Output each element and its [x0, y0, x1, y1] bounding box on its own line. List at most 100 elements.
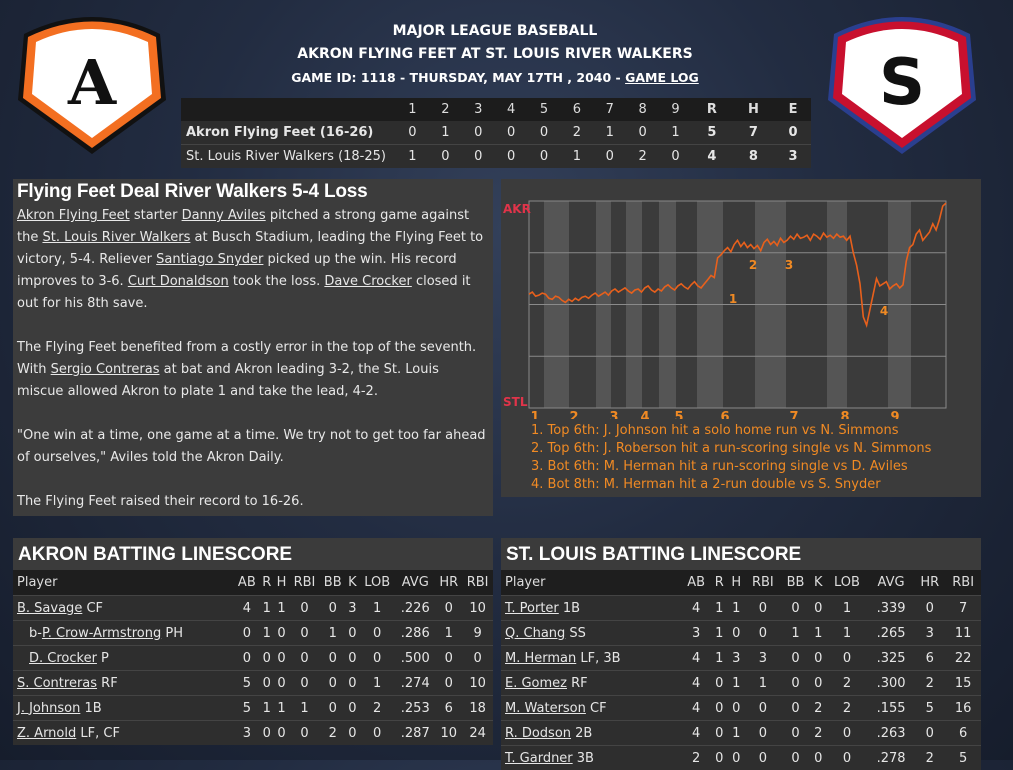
player-link[interactable]: Dave Crocker — [324, 274, 411, 289]
batting-column-header: Player — [501, 570, 681, 596]
batter-stat: 0 — [914, 596, 945, 621]
batter-stat: 0 — [745, 621, 781, 646]
batting-column-header: H — [727, 570, 745, 596]
batter-stat: 16 — [945, 696, 981, 721]
batter-position: 1B — [559, 601, 580, 616]
scoring-note: 3. Bot 6th: M. Herman hit a run-scoring … — [531, 458, 931, 476]
player-link[interactable]: Santiago Snyder — [156, 252, 263, 267]
batter-stat: 0 — [826, 646, 868, 671]
batter-stat: 1 — [781, 621, 811, 646]
away-score-cell: 7 — [732, 121, 775, 145]
player-link[interactable]: Curt Donaldson — [128, 274, 229, 289]
batter-position: P — [97, 651, 109, 666]
batter-stat: 4 — [681, 696, 711, 721]
batter-stat: .226 — [395, 596, 435, 621]
player-link[interactable]: Danny Aviles — [182, 208, 266, 223]
away-score-cell: 1 — [429, 121, 462, 145]
recap-paragraph-3: "One win at a time, one game at a time. … — [17, 425, 489, 469]
league-title: MAJOR LEAGUE BASEBALL — [270, 20, 720, 43]
batter-name-link[interactable]: P. Crow-Armstrong — [42, 626, 161, 641]
inning-tick-label: 3 — [609, 410, 618, 419]
batter-stat: 1 — [260, 596, 274, 621]
scoring-marker: 3 — [785, 258, 793, 272]
batter-name-link[interactable]: M. Herman — [505, 651, 576, 666]
batter-position: 2B — [571, 726, 592, 741]
inning-header: E — [775, 98, 811, 121]
batter-stat: 0 — [320, 596, 346, 621]
batter-stat: 0 — [781, 721, 811, 746]
batter-name-link[interactable]: D. Crocker — [29, 651, 97, 666]
game-log-link[interactable]: GAME LOG — [625, 70, 699, 85]
player-link[interactable]: St. Louis River Walkers — [42, 230, 190, 245]
inning-header: H — [732, 98, 775, 121]
batter-stat: 0 — [346, 696, 360, 721]
batter-stat: 1 — [260, 621, 274, 646]
batter-stat: 0 — [346, 671, 360, 696]
batter-position: RF — [97, 676, 118, 691]
batter-name-link[interactable]: M. Waterson — [505, 701, 586, 716]
batting-column-header: RBI — [745, 570, 781, 596]
batter-stat: 0 — [260, 671, 274, 696]
batter-name-link[interactable]: E. Gomez — [505, 676, 567, 691]
batter-stat: .286 — [395, 621, 435, 646]
batter-stat: 0 — [274, 621, 289, 646]
batter-stat: 4 — [681, 721, 711, 746]
inning-tick-label: 5 — [674, 410, 683, 419]
batter-stat: 0 — [781, 646, 811, 671]
batter-stat: 0 — [359, 721, 395, 746]
batter-name-link[interactable]: Z. Arnold — [17, 726, 76, 741]
scoring-note: 1. Top 6th: J. Johnson hit a solo home r… — [531, 422, 931, 440]
batter-stat: .278 — [868, 746, 914, 770]
recap-body: Akron Flying Feet starter Danny Aviles p… — [13, 203, 493, 537]
batter-stat: 0 — [826, 721, 868, 746]
batter-stat: 3 — [346, 596, 360, 621]
batting-column-header: HR — [435, 570, 462, 596]
batter-stat: .339 — [868, 596, 914, 621]
axis-bottom-label: STL — [503, 395, 528, 409]
scoring-marker: 4 — [880, 304, 888, 318]
batter-stat: 10 — [435, 721, 462, 746]
batter-stat: 0 — [462, 646, 493, 671]
batter-position: SS — [565, 626, 586, 641]
batter-stat: 0 — [435, 596, 462, 621]
batter-stat: 2 — [681, 746, 711, 770]
batter-name-link[interactable]: B. Savage — [17, 601, 82, 616]
batter-stat: 0 — [274, 671, 289, 696]
player-link[interactable]: Akron Flying Feet — [17, 208, 130, 223]
batter-stat: 2 — [810, 696, 826, 721]
batter-name-link[interactable]: J. Johnson — [17, 701, 80, 716]
scoring-notes: 1. Top 6th: J. Johnson hit a solo home r… — [531, 422, 931, 494]
batter-name-link[interactable]: Q. Chang — [505, 626, 565, 641]
batting-column-header: AVG — [395, 570, 435, 596]
home-score-cell: 4 — [692, 145, 732, 169]
batter-stat: .274 — [395, 671, 435, 696]
batter-stat: 3 — [745, 646, 781, 671]
recap-paragraph-2: The Flying Feet benefited from a costly … — [17, 337, 489, 403]
away-score-cell: 0 — [495, 121, 528, 145]
home-score-cell: 3 — [775, 145, 811, 169]
batting-column-header: BB — [320, 570, 346, 596]
batter-name-link[interactable]: T. Gardner — [505, 751, 573, 766]
batter-stat: 0 — [711, 671, 728, 696]
player-link[interactable]: Sergio Contreras — [51, 362, 160, 377]
recap-text: took the loss. — [229, 274, 325, 289]
batter-name-link[interactable]: R. Dodson — [505, 726, 571, 741]
batter-name-link[interactable]: T. Porter — [505, 601, 559, 616]
inning-tick-label: 6 — [720, 410, 729, 419]
batter-stat: .500 — [395, 646, 435, 671]
batting-column-header: LOB — [359, 570, 395, 596]
batter-name-link[interactable]: S. Contreras — [17, 676, 97, 691]
home-score-cell: 0 — [593, 145, 626, 169]
batter-stat: .155 — [868, 696, 914, 721]
away-score-cell: 2 — [560, 121, 593, 145]
batter-stat: 5 — [914, 696, 945, 721]
batter-stat: .263 — [868, 721, 914, 746]
batter-position: CF — [586, 701, 607, 716]
inning-header: 8 — [626, 98, 659, 121]
game-header: MAJOR LEAGUE BASEBALL AKRON FLYING FEET … — [270, 20, 720, 89]
